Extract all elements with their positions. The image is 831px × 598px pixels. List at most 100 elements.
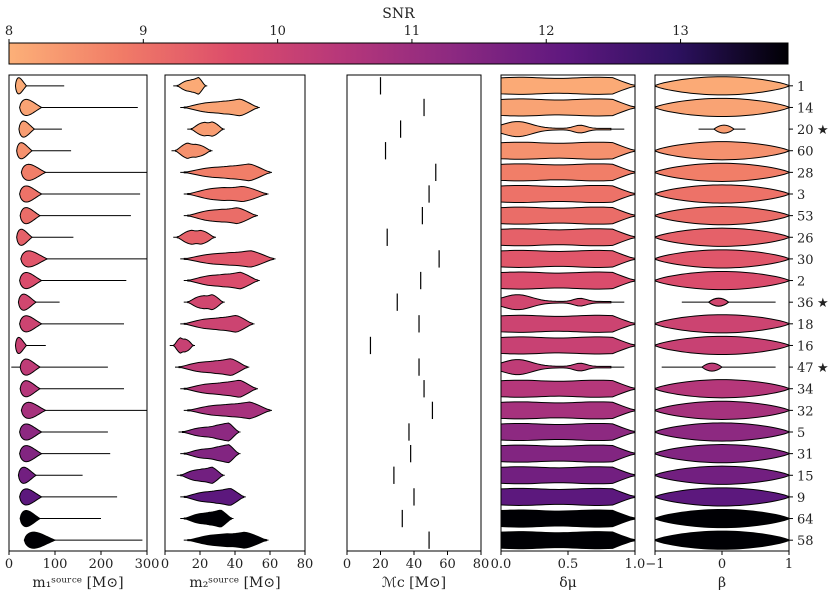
x-axis-label-beta: β xyxy=(718,575,726,591)
violin-m2-28 xyxy=(183,163,271,182)
violin-m1-53 xyxy=(19,207,41,225)
x-tick-label: 0 xyxy=(718,557,726,572)
violin-m2-34 xyxy=(183,379,257,398)
violin-dmu-3 xyxy=(500,184,636,204)
x-axis-label-dmu: δμ xyxy=(559,575,577,591)
event-label-47: 47 xyxy=(797,361,814,376)
violin-m2-30 xyxy=(183,250,274,268)
colorbar-tick-label: 13 xyxy=(672,24,689,39)
colorbar-label: SNR xyxy=(382,6,415,22)
violin-m1-14 xyxy=(19,98,43,117)
panel-frame-mc xyxy=(346,74,482,552)
event-label-15: 15 xyxy=(797,469,814,484)
violin-beta-15 xyxy=(654,465,790,485)
violin-beta-5 xyxy=(654,422,790,442)
violin-beta-16 xyxy=(654,335,790,356)
x-tick-label: 60 xyxy=(439,557,456,572)
violin-m1-31 xyxy=(19,445,43,463)
x-tick-label: 100 xyxy=(43,557,68,572)
event-label-3: 3 xyxy=(797,188,805,203)
violin-m2-64 xyxy=(183,509,232,528)
x-tick-label: 300 xyxy=(135,557,160,572)
violin-m1-16 xyxy=(14,336,28,355)
violin-beta-64 xyxy=(654,508,790,529)
violin-m1-58 xyxy=(23,531,57,549)
x-tick-label: 60 xyxy=(262,557,279,572)
violin-beta-1 xyxy=(654,76,790,96)
event-label-1: 1 xyxy=(797,80,805,95)
x-tick-label: 20 xyxy=(192,557,209,572)
violin-m1-32 xyxy=(20,401,47,419)
violin-m1-5 xyxy=(19,423,43,441)
violin-m1-64 xyxy=(19,509,41,528)
event-label-26: 26 xyxy=(797,231,814,246)
event-label-16: 16 xyxy=(797,339,814,354)
event-label-64: 64 xyxy=(797,513,814,528)
violin-beta-2 xyxy=(654,270,790,291)
violin-m2-47 xyxy=(178,358,248,376)
event-label-20: 20 xyxy=(797,123,814,138)
violin-m2-58 xyxy=(187,531,267,549)
violin-dmu-53 xyxy=(500,206,636,225)
violin-m1-60 xyxy=(16,142,33,160)
event-label-30: 30 xyxy=(797,253,814,268)
star-marker: ★ xyxy=(817,361,829,376)
violin-m2-15 xyxy=(180,466,224,484)
violin-dmu-36 xyxy=(500,294,612,311)
violin-beta-60 xyxy=(654,141,790,161)
x-axis-label-m1: m₁ˢᵒᵘʳᶜᵉ [M⊙] xyxy=(32,575,123,591)
violin-beta-26 xyxy=(654,227,790,247)
x-axis-label-m2: m₂ˢᵒᵘʳᶜᵉ [M⊙] xyxy=(189,575,280,591)
event-label-53: 53 xyxy=(797,210,814,225)
violin-m1-28 xyxy=(20,163,47,181)
violin-m2-18 xyxy=(183,314,253,333)
violin-dmu-9 xyxy=(500,487,636,506)
colorbar-tick-label: 10 xyxy=(269,24,286,39)
x-tick-label: 200 xyxy=(89,557,114,572)
violin-dmu-1 xyxy=(500,76,636,95)
violin-m1-47 xyxy=(19,358,41,376)
violin-m2-5 xyxy=(182,422,239,442)
violin-beta-3 xyxy=(654,184,790,204)
violin-beta-9 xyxy=(654,487,790,507)
violin-dmu-5 xyxy=(500,422,636,442)
violin-m1-36 xyxy=(17,293,37,311)
violin-m2-20 xyxy=(190,121,224,137)
violin-beta-28 xyxy=(654,162,790,182)
event-label-58: 58 xyxy=(797,534,814,549)
violin-dmu-15 xyxy=(500,466,636,485)
event-label-14: 14 xyxy=(797,101,814,116)
x-tick-label: 0.5 xyxy=(558,557,579,572)
violin-dmu-16 xyxy=(500,336,636,355)
colorbar-tick-label: 12 xyxy=(538,24,555,39)
violin-m2-31 xyxy=(183,444,239,464)
violin-m1-34 xyxy=(19,380,41,398)
x-tick-label: 0 xyxy=(5,557,13,572)
x-tick-label: 80 xyxy=(297,557,314,572)
violin-beta-34 xyxy=(654,379,790,399)
x-tick-label: 0.0 xyxy=(491,557,512,572)
x-tick-label: 1 xyxy=(785,557,793,572)
violin-dmu-18 xyxy=(500,314,636,333)
violin-m2-9 xyxy=(183,488,245,506)
x-tick-label: 0 xyxy=(161,557,169,572)
x-tick-label: 0 xyxy=(343,557,351,572)
colorbar-tick-label: 8 xyxy=(5,24,13,39)
violin-m1-1 xyxy=(14,77,28,95)
violin-m1-18 xyxy=(19,315,43,333)
violin-m1-15 xyxy=(17,466,37,484)
violin-dmu-58 xyxy=(500,531,636,550)
violin-dmu-30 xyxy=(500,249,636,268)
violin-m2-14 xyxy=(183,98,259,117)
violin-dmu-32 xyxy=(500,401,636,420)
violin-m1-3 xyxy=(19,185,43,203)
event-label-28: 28 xyxy=(797,166,814,181)
violin-dmu-20 xyxy=(500,121,612,138)
violin-m2-3 xyxy=(187,186,267,202)
violin-beta-58 xyxy=(654,530,790,550)
violin-dmu-34 xyxy=(500,379,636,398)
x-tick-label: 1.0 xyxy=(625,557,646,572)
violin-m2-53 xyxy=(187,207,257,225)
